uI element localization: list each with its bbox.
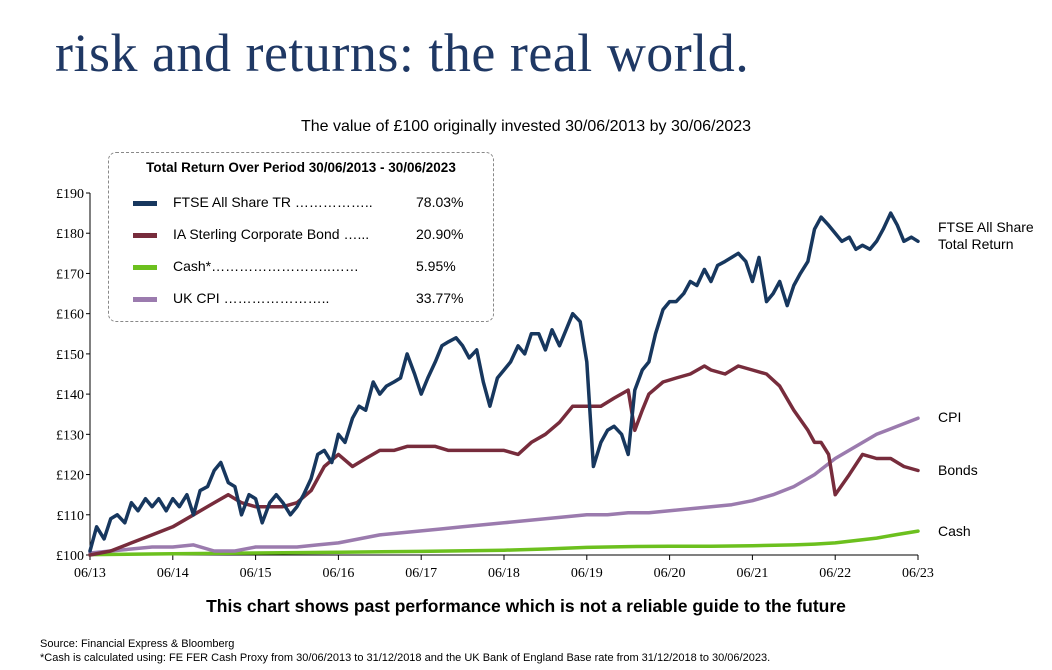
legend-item-cpi: UK CPI ………………….. 33.77%	[129, 289, 473, 309]
y-tick-label: £140	[56, 388, 84, 403]
y-tick-label: £160	[56, 308, 84, 323]
legend-label: FTSE All Share TR	[173, 194, 292, 210]
legend-swatch-bonds	[133, 233, 157, 238]
legend-dots: ……………..	[294, 194, 373, 210]
x-tick-label: 06/16	[322, 566, 354, 581]
x-tick-label: 06/17	[405, 566, 437, 581]
legend-dots: …………………..	[223, 290, 330, 306]
legend-value: 33.77%	[416, 290, 464, 306]
x-tick-label: 06/13	[74, 566, 106, 581]
end-label-ftse-text: FTSE All Share Total Return	[938, 219, 1034, 252]
y-tick-label: £100	[56, 549, 84, 564]
x-tick-label: 06/15	[240, 566, 272, 581]
page-title: risk and returns: the real world.	[55, 23, 750, 83]
legend-label: IA Sterling Corporate Bond	[173, 226, 340, 242]
y-tick-label: £180	[56, 227, 84, 242]
series-line-cash	[88, 529, 920, 557]
legend-value: 5.95%	[416, 258, 456, 274]
legend-label: UK CPI	[173, 290, 220, 306]
legend-dots: ……………………..……	[211, 258, 359, 274]
x-tick-label: 06/20	[654, 566, 686, 581]
y-tick-label: £190	[56, 187, 84, 202]
chart-subtitle: The value of £100 originally invested 30…	[300, 118, 752, 135]
y-tick-label: £110	[57, 509, 84, 524]
y-axis: £100 £110 £120 £130 £140 £150 £160 £170 £180 £190	[56, 187, 91, 564]
series-layer	[88, 211, 920, 557]
past-performance-disclaimer: This chart shows past performance which …	[206, 596, 846, 616]
y-tick-label: £170	[56, 267, 84, 282]
series-line-bonds	[88, 364, 920, 557]
legend-title: Total Return Over Period 30/06/2013 - 30…	[146, 160, 456, 175]
x-tick-label: 06/21	[736, 566, 768, 581]
end-label-bonds: Bonds	[938, 462, 978, 478]
series-line-cpi	[88, 416, 920, 555]
end-label-cash: Cash	[938, 523, 971, 539]
legend-value: 20.90%	[416, 226, 464, 242]
legend-dots: …...	[343, 226, 370, 242]
cash-note: *Cash is calculated using: FE FER Cash P…	[40, 652, 771, 664]
y-tick-label: £150	[56, 348, 84, 363]
x-tick-label: 06/22	[819, 566, 851, 581]
series-line-ftse	[88, 211, 920, 553]
x-tick-label: 06/14	[157, 566, 189, 581]
end-label-cpi: CPI	[938, 409, 962, 425]
y-tick-label: £120	[56, 469, 84, 484]
legend-value: 78.03%	[416, 194, 464, 210]
legend-item-ftse: FTSE All Share TR …………….. 78.03%	[129, 193, 473, 213]
legend-item-cash: Cash*……………………..…… 5.95%	[129, 257, 473, 277]
end-label-ftse: FTSE All Share Total Return	[938, 219, 1034, 253]
legend-swatch-ftse	[133, 201, 157, 206]
source-line: Source: Financial Express & Bloomberg	[40, 638, 235, 650]
legend-label: Cash*	[173, 258, 212, 274]
y-tick-label: £130	[56, 428, 84, 443]
source-notes: Source: Financial Express & Bloomberg *C…	[40, 637, 770, 665]
legend-swatch-cpi	[133, 297, 157, 302]
legend-swatch-cash	[133, 265, 157, 270]
x-tick-label: 06/19	[571, 566, 603, 581]
x-tick-label: 06/18	[488, 566, 520, 581]
legend-item-bonds: IA Sterling Corporate Bond …... 20.90%	[129, 225, 473, 245]
legend-box: Total Return Over Period 30/06/2013 - 30…	[108, 152, 494, 322]
x-axis: 06/13 06/14 06/15 06/16 06/17 06/18 06/19 06/20…	[74, 554, 934, 581]
x-tick-label: 06/23	[902, 566, 934, 581]
